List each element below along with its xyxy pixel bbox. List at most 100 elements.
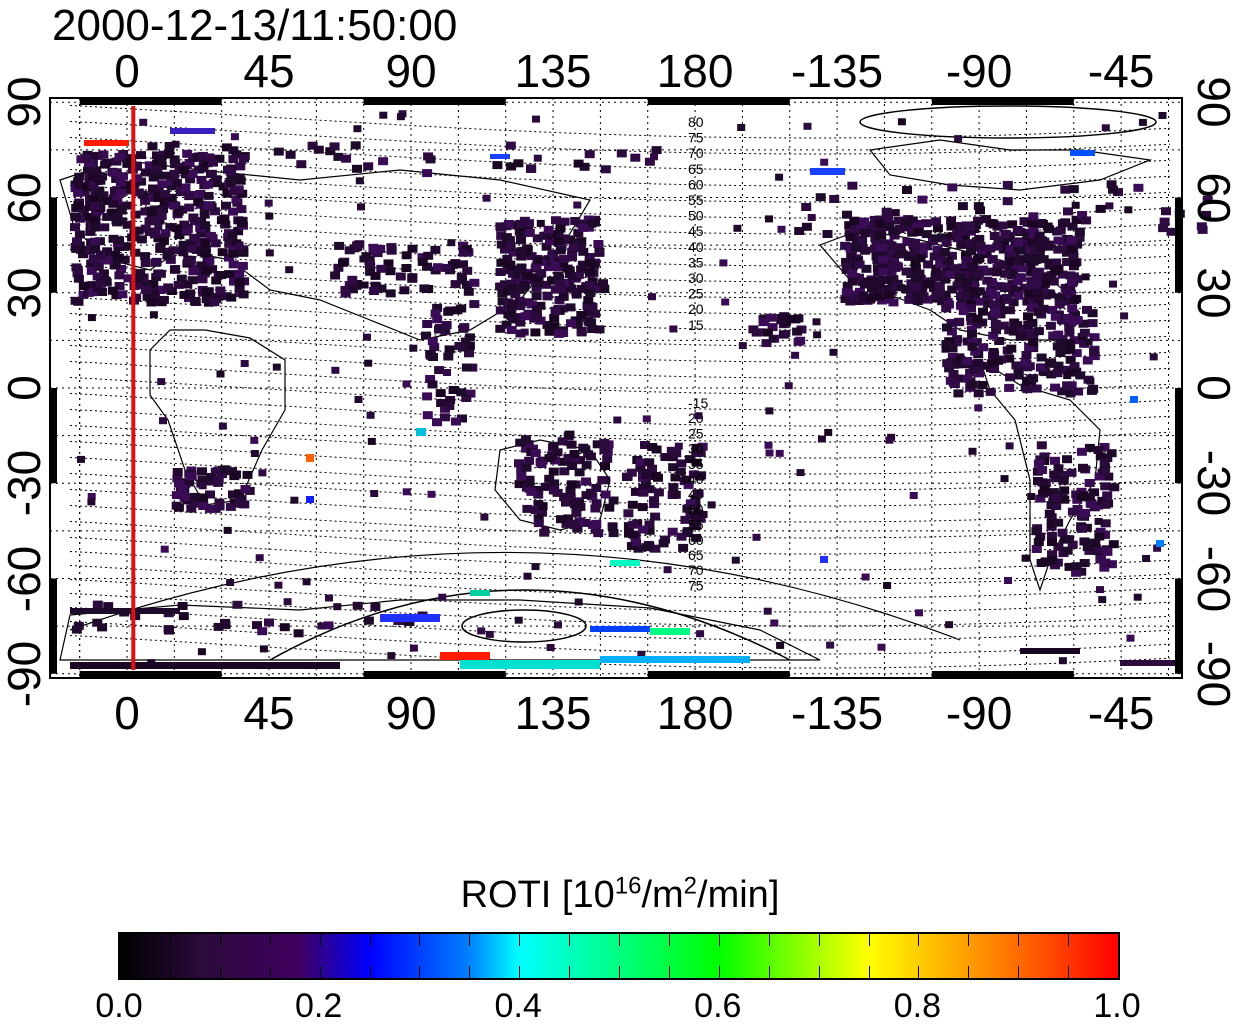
roti-cell bbox=[242, 470, 253, 479]
roti-cell bbox=[1061, 287, 1072, 296]
roti-cell bbox=[553, 229, 564, 238]
roti-cell bbox=[1016, 258, 1025, 266]
roti-cell bbox=[354, 396, 363, 403]
roti-cell bbox=[185, 191, 196, 199]
contour-line bbox=[69, 425, 1171, 459]
roti-cell bbox=[208, 158, 218, 167]
roti-cell bbox=[1087, 319, 1098, 328]
roti-cell bbox=[144, 161, 155, 170]
roti-cell bbox=[576, 311, 587, 319]
roti-cell bbox=[633, 544, 644, 553]
roti-cell bbox=[186, 244, 197, 253]
roti-cell bbox=[989, 350, 1000, 359]
roti-cell bbox=[840, 241, 851, 250]
roti-cell bbox=[497, 289, 508, 298]
contour-line bbox=[69, 345, 1171, 379]
roti-cell bbox=[1066, 236, 1077, 245]
colorbar-minor-tick bbox=[219, 966, 221, 978]
roti-cell bbox=[975, 242, 986, 250]
roti-cell bbox=[210, 467, 221, 476]
roti-cell bbox=[931, 264, 942, 273]
roti-cell bbox=[234, 284, 245, 292]
roti-cell bbox=[533, 519, 544, 528]
roti-cell bbox=[495, 222, 506, 231]
roti-cell bbox=[849, 225, 860, 234]
roti-cell bbox=[1045, 290, 1056, 299]
roti-cell bbox=[101, 278, 112, 287]
roti-cell bbox=[581, 460, 592, 469]
roti-cell bbox=[1033, 307, 1044, 316]
roti-cell bbox=[221, 143, 232, 152]
contour-label: 65 bbox=[688, 161, 704, 177]
roti-cell bbox=[512, 270, 523, 279]
roti-cell bbox=[883, 582, 892, 589]
roti-cell bbox=[1031, 545, 1042, 553]
roti-cell bbox=[421, 331, 431, 340]
roti-cell bbox=[946, 232, 957, 241]
roti-cell bbox=[425, 375, 436, 383]
roti-cell bbox=[608, 496, 619, 505]
roti-cell bbox=[886, 241, 897, 250]
roti-cell bbox=[435, 389, 446, 398]
left-latitude-label: -90 bbox=[0, 640, 50, 707]
bottom-longitude-label: 180 bbox=[656, 687, 734, 739]
roti-cell bbox=[518, 283, 529, 292]
roti-cell bbox=[197, 275, 208, 284]
roti-cell bbox=[523, 440, 534, 449]
roti-cell bbox=[548, 249, 559, 258]
roti-cell bbox=[228, 155, 239, 164]
roti-cell bbox=[1031, 278, 1042, 287]
roti-cell bbox=[70, 212, 81, 221]
roti-cell bbox=[1023, 253, 1034, 262]
roti-cell bbox=[1087, 309, 1098, 318]
roti-cell bbox=[73, 188, 84, 197]
roti-cell bbox=[1161, 207, 1171, 216]
colorbar-minor-tick bbox=[519, 966, 521, 978]
roti-cell bbox=[1029, 240, 1040, 249]
colorbar-minor-tick bbox=[269, 966, 271, 978]
roti-cell bbox=[602, 454, 613, 463]
roti-cell bbox=[627, 500, 638, 509]
roti-cell bbox=[670, 473, 681, 482]
roti-cell bbox=[220, 220, 231, 229]
roti-cell bbox=[795, 336, 806, 345]
roti-cell bbox=[1095, 452, 1106, 461]
roti-cell bbox=[551, 216, 561, 225]
contour-line bbox=[69, 137, 1171, 171]
roti-cell bbox=[1078, 319, 1089, 328]
roti-cell bbox=[1081, 273, 1090, 281]
roti-cell bbox=[72, 237, 82, 246]
roti-cell bbox=[365, 263, 376, 271]
roti-cell bbox=[387, 652, 396, 660]
roti-cell bbox=[1036, 441, 1047, 450]
contour-label: 50 bbox=[688, 501, 704, 517]
roti-cell bbox=[515, 313, 526, 322]
roti-cell bbox=[776, 641, 785, 649]
roti-cell bbox=[485, 630, 494, 638]
roti-cell bbox=[650, 512, 661, 521]
colorbar-minor-tick bbox=[419, 966, 421, 978]
roti-cell bbox=[1028, 374, 1039, 383]
roti-cell bbox=[910, 283, 921, 292]
contour-line bbox=[69, 457, 1171, 491]
roti-cell bbox=[1069, 258, 1080, 267]
roti-cell bbox=[193, 238, 204, 247]
roti-cell bbox=[964, 223, 975, 231]
roti-cell bbox=[443, 369, 451, 376]
bottom-longitude-label: 135 bbox=[514, 687, 592, 739]
roti-cell bbox=[929, 283, 939, 292]
roti-cell bbox=[1051, 258, 1062, 267]
roti-cell bbox=[1021, 351, 1032, 359]
roti-cell bbox=[155, 242, 166, 251]
roti-cell bbox=[73, 274, 84, 283]
colorbar-minor-tick bbox=[918, 966, 920, 978]
roti-cell bbox=[973, 297, 984, 306]
roti-cell bbox=[584, 259, 595, 268]
roti-cell bbox=[283, 598, 292, 606]
roti-cell bbox=[181, 226, 192, 235]
roti-strip bbox=[1156, 540, 1164, 547]
roti-cell bbox=[1064, 328, 1075, 337]
roti-cell bbox=[1060, 365, 1071, 374]
roti-cell bbox=[1063, 372, 1072, 380]
roti-cell bbox=[990, 291, 1000, 300]
